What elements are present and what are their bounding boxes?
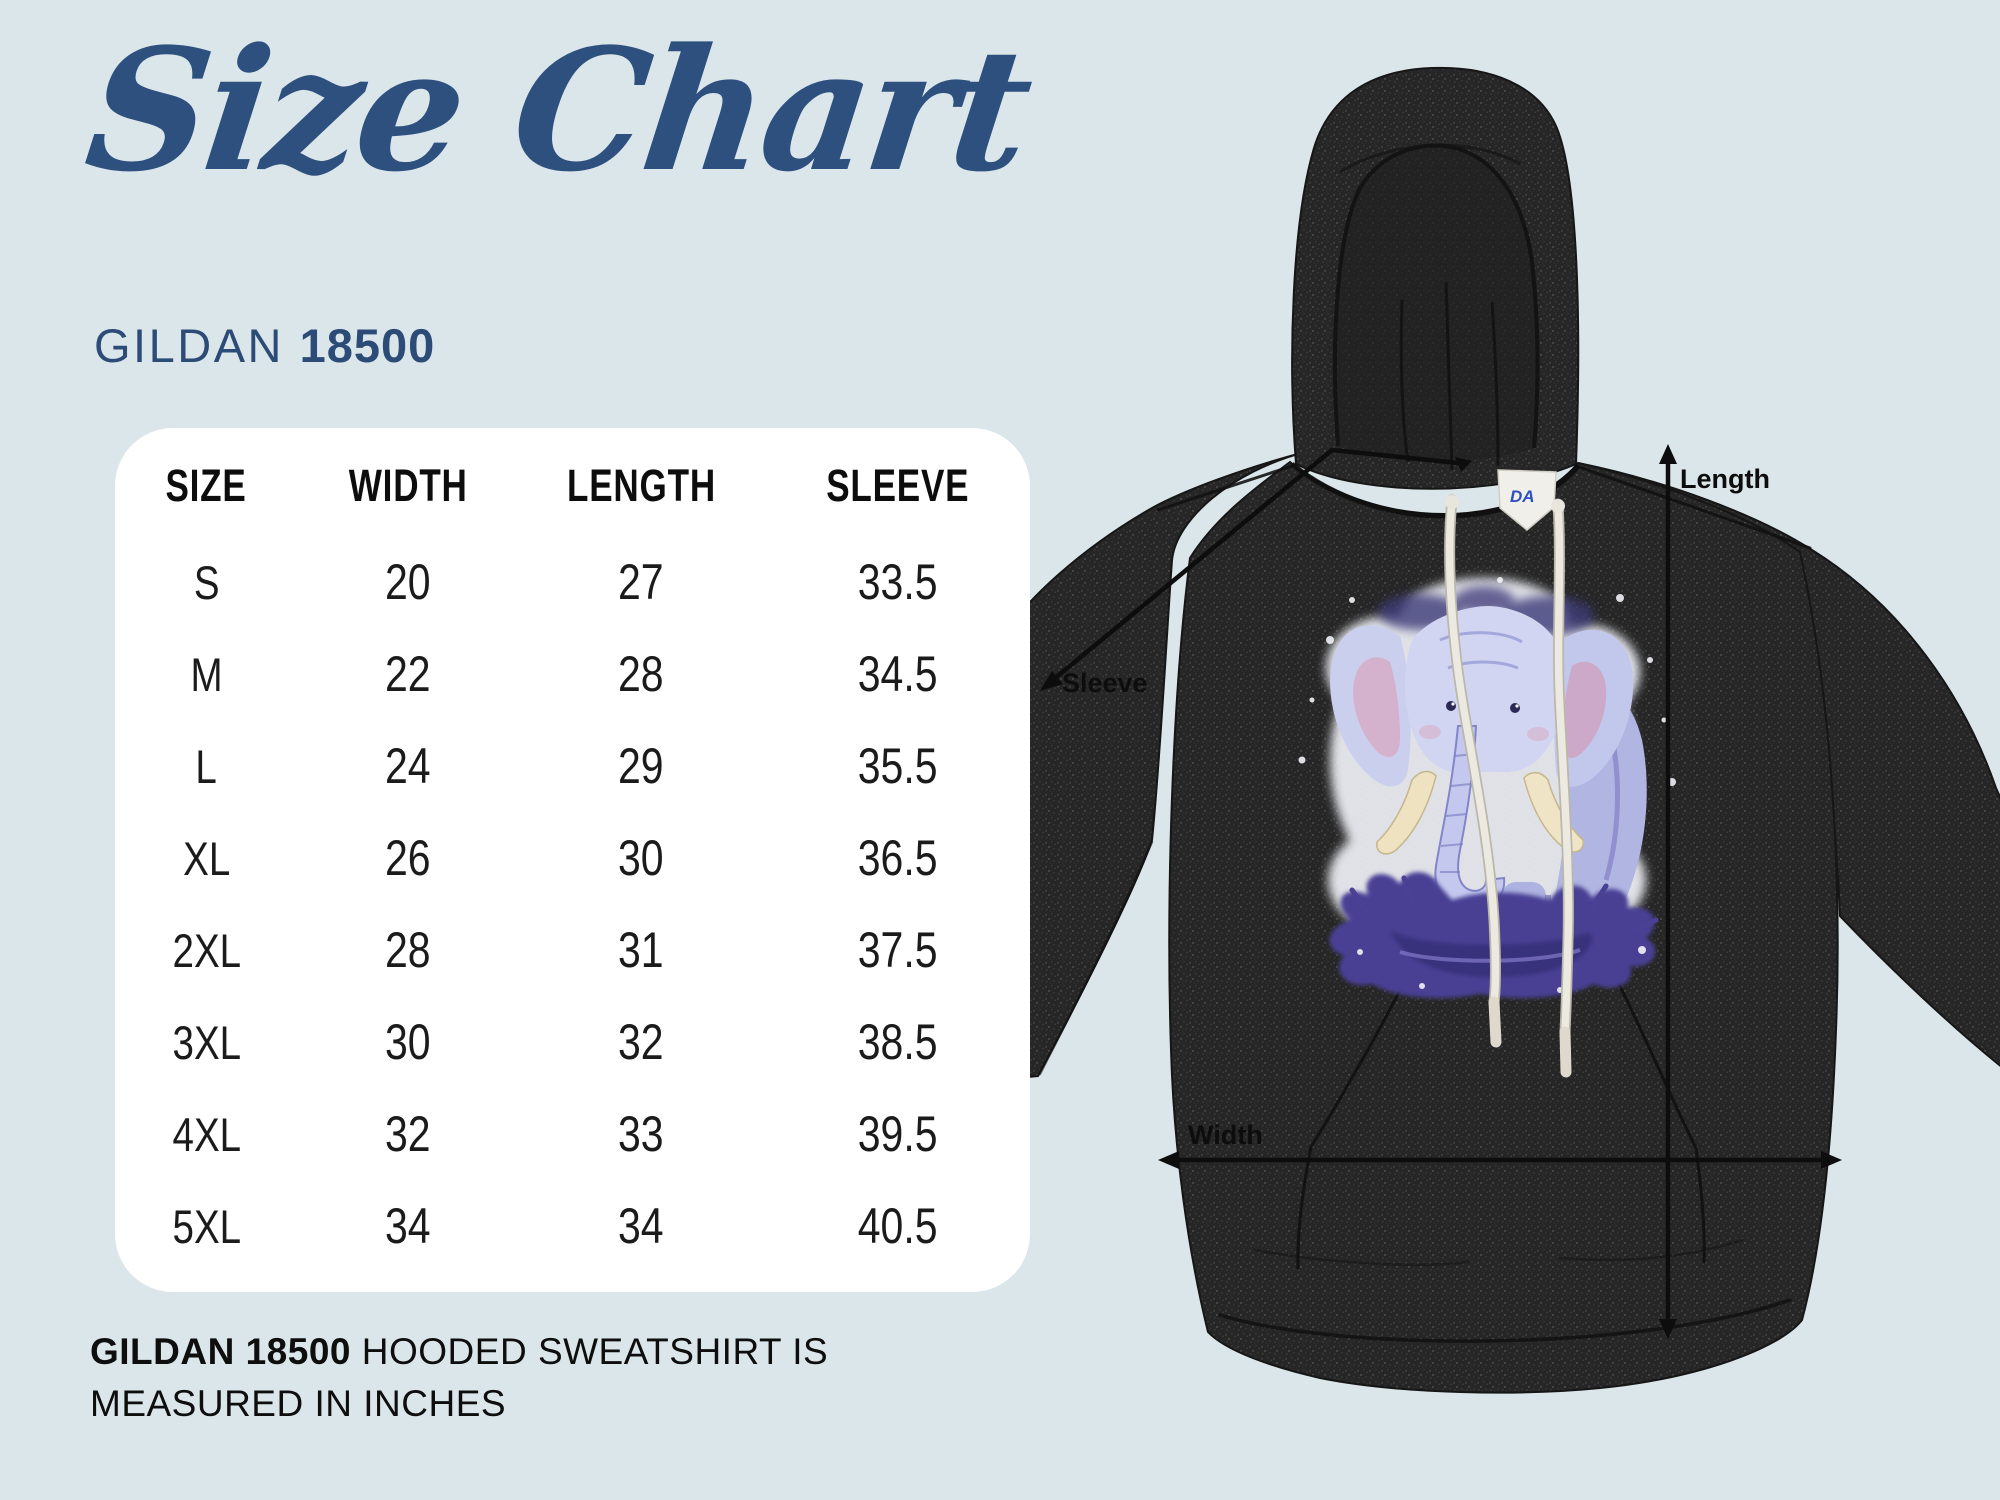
measurement-note: GILDAN 18500 HOODED SWEATSHIRT IS MEASUR… — [90, 1326, 960, 1430]
value-cell: 35.5 — [857, 738, 938, 794]
width-label: Width — [1188, 1120, 1263, 1150]
value-cell: 34 — [384, 1198, 431, 1254]
column-header: LENGTH — [566, 460, 716, 511]
value-cell: 38.5 — [857, 1014, 938, 1070]
value-cell: 20 — [384, 554, 431, 610]
value-cell: 27 — [618, 554, 664, 610]
value-cell: 34 — [618, 1198, 664, 1254]
value-cell: 22 — [384, 646, 431, 702]
value-cell: 28 — [384, 922, 431, 978]
value-cell: 24 — [384, 738, 431, 794]
neck-tag-text: DA — [1510, 487, 1535, 506]
width-arrow — [1158, 1151, 1842, 1169]
value-cell: 39.5 — [857, 1106, 938, 1162]
brand-name: GILDAN — [94, 319, 284, 372]
drawstring-left — [1444, 494, 1502, 1048]
column-header: WIDTH — [348, 460, 468, 511]
brand-line: GILDAN 18500 — [94, 318, 435, 373]
size-table: SIZE WIDTH LENGTH SLEEVE S 20 27 33.5 M 22 28 34.5 L… — [115, 428, 1030, 1292]
size-cell: 3XL — [172, 1015, 241, 1069]
value-cell: 28 — [618, 646, 664, 702]
value-cell: 29 — [618, 738, 664, 794]
value-cell: 34.5 — [857, 646, 938, 702]
value-cell: 37.5 — [857, 922, 938, 978]
value-cell: 32 — [618, 1014, 664, 1070]
value-cell: 33.5 — [857, 554, 938, 610]
value-cell: 31 — [618, 922, 664, 978]
sleeve-arrow — [1040, 447, 1472, 691]
hood-opening — [1332, 143, 1540, 471]
aglet-right — [1559, 1026, 1572, 1078]
page-title: Size Chart — [77, 11, 1039, 209]
length-arrow — [1659, 444, 1677, 1339]
size-cell: 4XL — [172, 1107, 241, 1161]
note-brand: GILDAN 18500 — [90, 1331, 351, 1372]
size-cell: S — [193, 555, 220, 609]
value-cell: 26 — [384, 830, 431, 886]
column-header: SLEEVE — [825, 460, 969, 511]
size-cell: M — [190, 647, 223, 701]
hoodie-illustration: DA — [992, 66, 2000, 1394]
sleeve-label: Sleeve — [1062, 668, 1148, 698]
aglet-left — [1488, 996, 1502, 1048]
brand-model: 18500 — [299, 319, 436, 372]
seam-lines — [1038, 464, 1812, 1343]
drawstring-right — [1551, 498, 1574, 1078]
hood — [1291, 66, 1580, 490]
elephant-graphic — [1298, 577, 1676, 999]
note-text: HOODED SWEATSHIRT IS MEASURED IN INCHES — [90, 1331, 829, 1424]
value-cell: 30 — [384, 1014, 431, 1070]
size-cell: L — [195, 739, 218, 793]
value-cell: 36.5 — [857, 830, 938, 886]
value-cell: 30 — [618, 830, 664, 886]
neck-tag: DA — [1497, 469, 1557, 531]
column-header: SIZE — [165, 460, 248, 511]
length-label: Length — [1680, 464, 1770, 494]
value-cell: 32 — [384, 1106, 431, 1162]
size-cell: 5XL — [172, 1199, 241, 1253]
size-cell: XL — [182, 831, 231, 885]
value-cell: 33 — [618, 1106, 664, 1162]
value-cell: 40.5 — [857, 1198, 938, 1254]
size-cell: 2XL — [172, 923, 241, 977]
